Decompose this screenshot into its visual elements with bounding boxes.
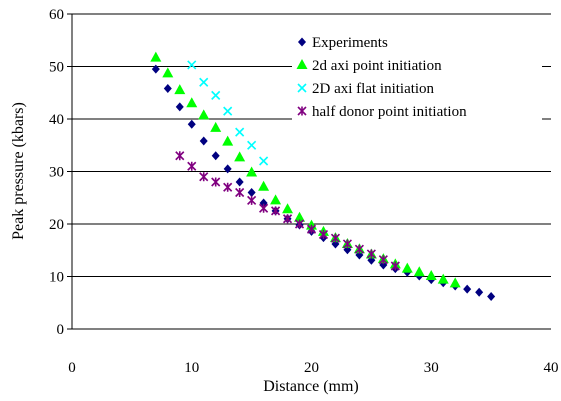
data-point: [306, 224, 317, 234]
data-point: [330, 233, 341, 243]
data-series: [150, 51, 496, 301]
data-point: [223, 106, 233, 116]
data-point: [342, 239, 352, 249]
data-point: [413, 266, 425, 277]
data-point: [198, 109, 210, 120]
legend-label: 2D axi flat initiation: [312, 81, 435, 97]
data-point: [270, 194, 282, 205]
data-point: [282, 214, 293, 224]
data-point: [151, 64, 160, 74]
data-point: [294, 211, 306, 222]
data-point: [271, 206, 281, 216]
x-axis-title: Distance (mm): [263, 378, 359, 395]
data-point: [211, 177, 221, 187]
data-point: [259, 156, 269, 166]
legend-background: [292, 30, 542, 124]
data-point: [487, 291, 496, 301]
x-tick-label: 30: [424, 360, 439, 376]
x-tick-labels: 0 10 20 30 40: [68, 360, 558, 376]
data-point: [150, 51, 162, 62]
data-point: [163, 84, 172, 94]
data-point: [223, 182, 233, 192]
data-point: [390, 261, 400, 271]
data-point: [186, 97, 198, 108]
data-point: [235, 127, 245, 137]
data-point: [174, 84, 186, 95]
data-point: [425, 269, 437, 280]
data-point: [354, 244, 364, 254]
data-point: [162, 67, 174, 78]
data-point: [210, 121, 222, 132]
x-tick-label: 40: [544, 360, 559, 376]
data-point: [247, 140, 257, 150]
y-tick-label: 0: [57, 322, 65, 338]
data-point: [259, 203, 269, 213]
legend-label: half donor point initiation: [312, 104, 467, 120]
legend-marker: [296, 59, 308, 69]
data-point: [175, 151, 185, 161]
x-tick-label: 10: [184, 360, 199, 376]
data-point: [437, 273, 449, 284]
y-tick-label: 30: [49, 165, 64, 181]
data-point: [246, 166, 258, 177]
y-tick-label: 10: [49, 270, 64, 286]
data-point: [235, 177, 244, 187]
data-point: [463, 284, 472, 294]
data-point: [187, 60, 197, 70]
x-tick-label: 0: [68, 360, 76, 376]
y-tick-label: 60: [49, 7, 64, 23]
series-star: [175, 151, 400, 271]
data-point: [247, 195, 257, 205]
legend-marker: [298, 37, 306, 47]
y-tick-label: 50: [49, 60, 64, 76]
data-point: [294, 219, 305, 229]
data-point: [211, 151, 220, 161]
data-point: [234, 151, 246, 162]
y-tick-label: 20: [49, 217, 64, 233]
y-tick-labels: 0 10 20 30 40 50 60: [49, 7, 72, 338]
y-tick-label: 40: [49, 112, 64, 128]
data-point: [475, 287, 484, 297]
data-point: [318, 229, 329, 240]
data-point: [199, 136, 208, 146]
legend-label: Experiments: [312, 35, 388, 51]
series-x: [187, 60, 269, 166]
x-tick-label: 20: [304, 360, 319, 376]
data-point: [187, 161, 197, 171]
y-axis-title: Peak pressure (kbars): [10, 102, 27, 240]
data-point: [187, 119, 196, 129]
data-point: [211, 90, 221, 100]
data-point: [401, 262, 413, 273]
legend-label: 2d axi point initiation: [312, 58, 442, 74]
data-point: [366, 249, 376, 259]
legend: Experiments 2d axi point initiation 2D axi…: [292, 30, 542, 124]
data-point: [235, 187, 245, 198]
data-point: [175, 102, 184, 112]
data-point: [378, 255, 388, 265]
data-point: [247, 188, 256, 197]
data-point: [223, 164, 232, 174]
data-point: [199, 172, 209, 182]
data-point: [282, 203, 294, 214]
legend-marker: [297, 83, 307, 93]
data-point: [222, 135, 234, 146]
data-point: [449, 277, 461, 288]
data-point: [199, 77, 209, 87]
legend-marker: [297, 106, 307, 116]
data-point: [258, 180, 270, 191]
